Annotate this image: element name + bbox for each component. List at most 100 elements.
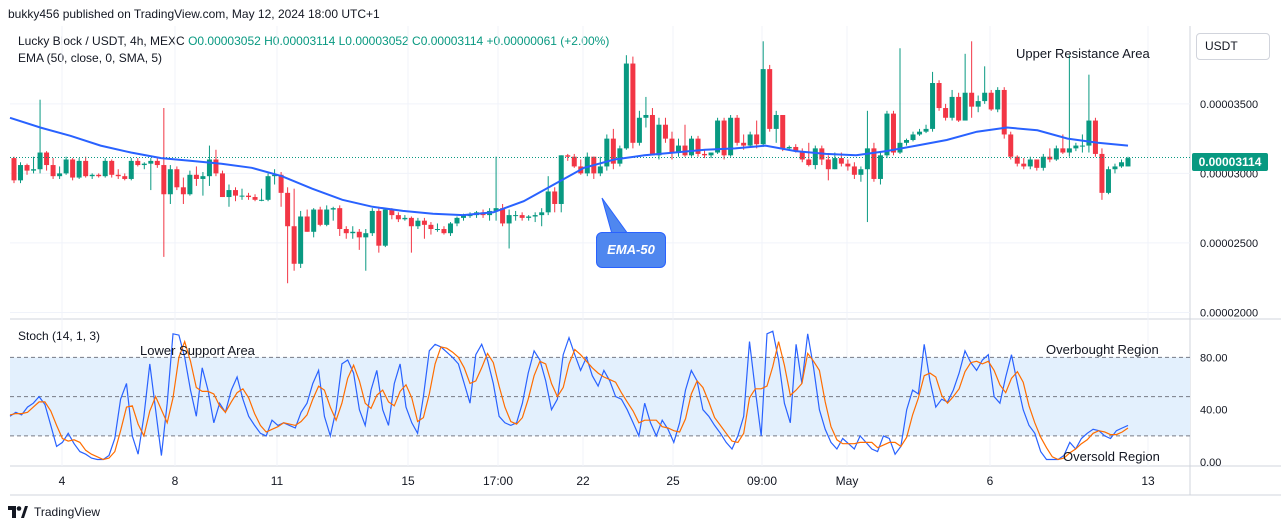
candle (949, 89, 955, 121)
candle (122, 173, 128, 181)
candle (1092, 117, 1098, 157)
candle-body (584, 156, 590, 174)
candle (1112, 163, 1118, 174)
candle-body (141, 163, 147, 166)
candle-body (1027, 159, 1033, 167)
candle (780, 114, 786, 152)
candle-body (689, 138, 695, 156)
ema-line (9, 116, 1129, 217)
candle-body (643, 114, 649, 118)
candle-body (1079, 145, 1085, 147)
candle (200, 172, 206, 196)
candle-body (1073, 145, 1079, 149)
candle-body (37, 152, 43, 170)
candle (897, 48, 903, 154)
candle (969, 41, 975, 118)
candle (487, 208, 493, 221)
candle-body (741, 142, 747, 146)
candle-body (715, 120, 721, 153)
candle (161, 108, 167, 257)
candle (825, 155, 831, 181)
candle (324, 205, 330, 227)
candle-body (949, 96, 955, 118)
candle (50, 158, 56, 179)
candle-body (877, 155, 883, 179)
candle (102, 158, 108, 178)
candle (995, 87, 1001, 113)
candle-body (708, 152, 714, 156)
candle-body (682, 145, 688, 156)
candle (174, 166, 180, 191)
candle-body (975, 101, 981, 107)
oversold-label: Oversold Region (1063, 449, 1160, 464)
candle (851, 162, 857, 179)
candle-body (649, 114, 655, 156)
candle (259, 188, 265, 202)
candle-body (461, 215, 467, 218)
candle-body (337, 208, 343, 230)
candle (1014, 155, 1020, 167)
candle (1047, 148, 1053, 163)
candle-body (799, 151, 805, 160)
candle-body (402, 217, 408, 220)
candle-body (1040, 156, 1046, 168)
candle-body (773, 114, 779, 129)
candle (395, 212, 401, 223)
candle (291, 188, 297, 271)
candle (539, 208, 545, 227)
candle (943, 103, 949, 121)
candle (728, 114, 734, 157)
candle (226, 184, 232, 207)
candle (806, 142, 812, 167)
candle-body (962, 92, 968, 121)
candle-body (1086, 120, 1092, 146)
time-tick-label: 25 (666, 474, 680, 488)
candle-body (421, 220, 427, 225)
candle (180, 177, 186, 204)
candle-body (272, 174, 278, 177)
candle-body (617, 148, 623, 164)
stoch-d-line (9, 339, 1129, 461)
candle (532, 212, 538, 223)
candle-body (1112, 166, 1118, 170)
candle (708, 152, 714, 159)
candle-body (832, 158, 838, 170)
candle-body (754, 134, 760, 145)
candle (337, 205, 343, 236)
candle-body (630, 63, 636, 143)
tradingview-logo[interactable]: TradingView (8, 505, 100, 519)
candle (721, 117, 727, 160)
symbol-legend[interactable]: Lucky Block / USDT, 4h, MEXC O0.00003052… (18, 34, 609, 48)
candle (584, 152, 590, 177)
candle (558, 155, 564, 213)
candle (760, 41, 766, 147)
candle-body (806, 159, 812, 166)
candle (1105, 166, 1111, 195)
lower-support-label: Lower Support Area (140, 343, 255, 358)
ema-callout[interactable]: EMA-50 (596, 232, 666, 268)
candle-body (252, 197, 258, 200)
candle-body (376, 210, 382, 246)
candle-body (44, 152, 50, 166)
candle-body (441, 229, 447, 234)
ema-legend[interactable]: EMA (50, close, 0, SMA, 5) (18, 51, 163, 65)
candle-body (539, 212, 545, 216)
price-tick-label: 0.00002500 (1200, 238, 1258, 250)
time-tick-label: 15 (401, 474, 415, 488)
candle-body (343, 229, 349, 234)
candle (734, 114, 740, 146)
candle (193, 166, 199, 186)
time-tick-label: 8 (172, 474, 179, 488)
candle (37, 99, 43, 174)
candle-body (917, 131, 923, 135)
stoch-legend[interactable]: Stoch (14, 1, 3) (18, 329, 101, 343)
currency-button[interactable]: USDT (1196, 33, 1270, 60)
candle-body (786, 146, 792, 149)
candle-body (226, 190, 232, 198)
candle-body (369, 210, 375, 234)
candle (89, 173, 95, 179)
time-tick-label: 11 (271, 474, 284, 488)
candle (656, 117, 662, 160)
candle-body (382, 209, 388, 246)
